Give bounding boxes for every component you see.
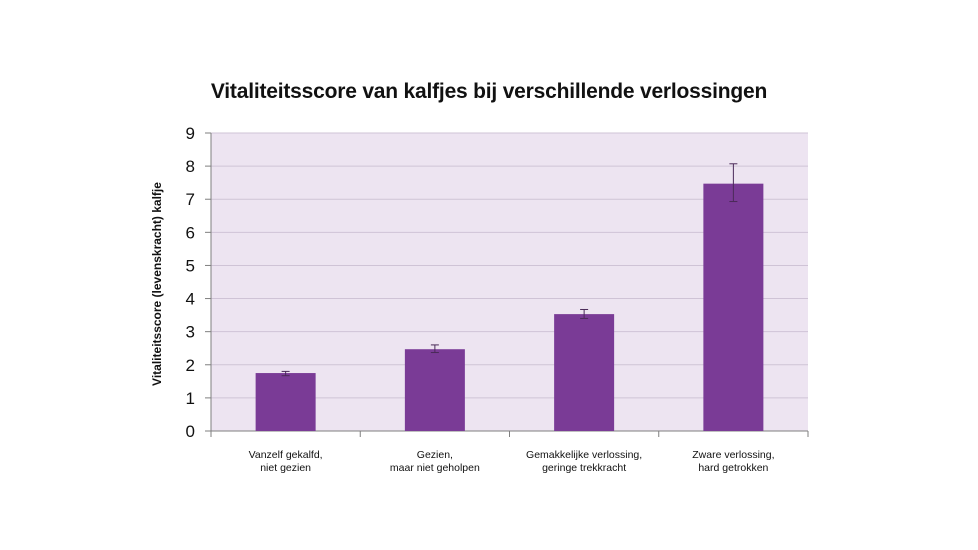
y-tick-label-0: 0 bbox=[186, 422, 195, 441]
x-tick-label-2-line-2: maar niet geholpen bbox=[390, 462, 480, 474]
bar-2 bbox=[404, 349, 465, 431]
y-tick-label-5: 5 bbox=[186, 256, 195, 275]
x-tick-label-4-line-1: Zware verlossing, bbox=[692, 449, 774, 461]
y-tick-label-3: 3 bbox=[186, 323, 195, 342]
y-tick-label-8: 8 bbox=[186, 157, 195, 176]
y-tick-label-7: 7 bbox=[186, 190, 195, 209]
y-axis-label: Vitaliteitsscore (levenskracht) kalfje bbox=[150, 182, 164, 386]
x-tick-label-3-line-1: Gemakkelijke verlossing, bbox=[526, 449, 642, 461]
chart-title: Vitaliteitsscore van kalfjes bij verschi… bbox=[210, 80, 768, 103]
bar-4 bbox=[703, 183, 764, 431]
x-tick-label-3-line-2: geringe trekkracht bbox=[542, 462, 626, 474]
y-tick-label-9: 9 bbox=[186, 124, 195, 143]
bar-3 bbox=[554, 314, 615, 431]
y-tick-label-1: 1 bbox=[186, 389, 195, 408]
x-tick-label-1-line-1: Vanzelf gekalfd, bbox=[249, 449, 323, 461]
y-tick-label-6: 6 bbox=[186, 223, 195, 242]
x-tick-label-2-line-1: Gezien, bbox=[417, 449, 453, 461]
y-tick-label-2: 2 bbox=[186, 356, 195, 375]
x-tick-label-1-line-2: niet gezien bbox=[260, 462, 311, 474]
x-tick-label-4-line-2: hard getrokken bbox=[698, 462, 768, 474]
y-tick-label-4: 4 bbox=[186, 290, 195, 309]
bar-1 bbox=[255, 373, 316, 431]
